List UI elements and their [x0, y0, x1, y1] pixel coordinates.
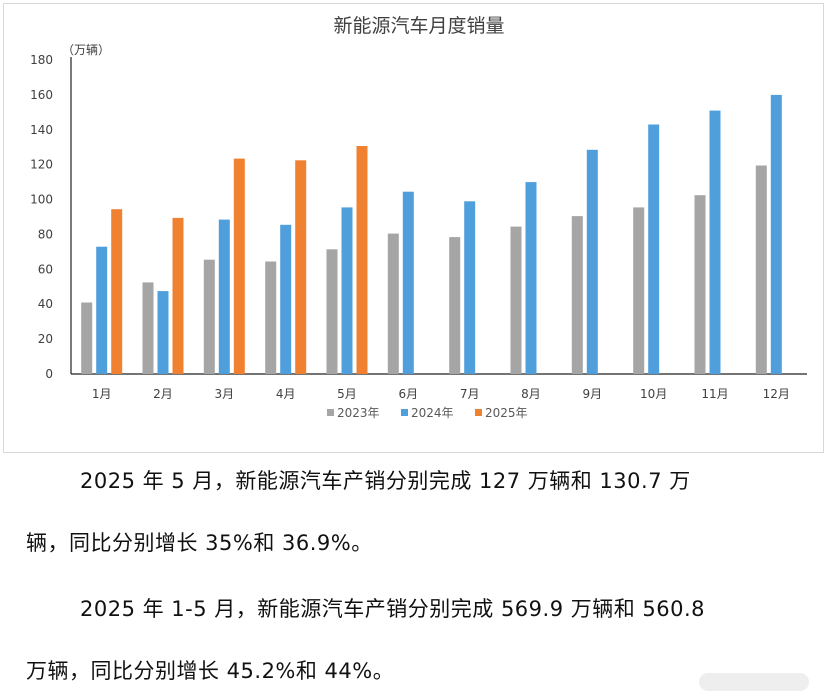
bar-2023年-7月	[449, 237, 461, 374]
paragraph-2-line-1: 2025 年 1-5 月，新能源汽车产销分别完成 569.9 万辆和 560.8	[80, 597, 706, 621]
bar-2025年-2月	[172, 217, 184, 374]
paragraph-1-line-1: 2025 年 5 月，新能源汽车产销分别完成 127 万辆和 130.7 万	[80, 469, 691, 493]
bar-chart: 新能源汽车月度销量 （万辆） 020406080100120140160180 …	[30, 15, 807, 420]
bar-2023年-8月	[510, 226, 522, 374]
bar-2023年-1月	[81, 302, 93, 374]
y-tick-label: 160	[30, 88, 53, 102]
bar-2024年-8月	[525, 182, 537, 374]
legend-label: 2023年	[337, 406, 380, 420]
y-tick-label: 60	[38, 262, 53, 276]
bar-2024年-3月	[218, 219, 230, 374]
bar-2023年-10月	[633, 207, 645, 374]
bar-2024年-4月	[280, 224, 292, 374]
bar-2023年-5月	[326, 249, 338, 374]
bar-2025年-4月	[295, 160, 307, 374]
y-tick-label: 80	[38, 227, 53, 241]
bar-2023年-12月	[755, 165, 767, 374]
bar-2024年-5月	[341, 207, 353, 374]
chart-title: 新能源汽车月度销量	[333, 15, 504, 37]
bar-2024年-9月	[586, 149, 598, 374]
legend-swatch	[401, 409, 408, 416]
x-tick-label: 1月	[92, 387, 112, 401]
bar-2023年-6月	[387, 233, 399, 374]
y-axis-tick-labels: 0 20 40 60 80 100 120 140 160 180	[30, 53, 53, 381]
x-tick-label: 3月	[214, 387, 234, 401]
watermark	[699, 673, 809, 691]
y-tick-label: 40	[38, 297, 53, 311]
bar-2023年-3月	[203, 259, 215, 374]
y-tick-label: 0	[45, 367, 53, 381]
x-tick-label: 2月	[153, 387, 173, 401]
y-tick-label: 100	[30, 193, 53, 207]
chart-frame: 新能源汽车月度销量 （万辆） 0 20 40 60 80 100 120 140 160 180 …	[3, 3, 824, 453]
paragraph-1-line-2: 辆，同比分别增长 35%和 36.9%。	[26, 531, 373, 555]
x-tick-label: 10月	[640, 387, 667, 401]
bar-2025年-3月	[233, 158, 245, 374]
legend-swatch	[327, 409, 334, 416]
bar-2025年-5月	[356, 146, 368, 374]
x-tick-label: 6月	[398, 387, 418, 401]
bar-2024年-1月	[96, 246, 108, 374]
x-tick-label: 5月	[337, 387, 357, 401]
y-tick-label: 20	[38, 332, 53, 346]
y-unit-label: （万辆）	[62, 43, 110, 57]
x-tick-label: 11月	[701, 387, 728, 401]
x-axis-tick-labels: 1月 2月 3月 4月 5月 6月 7月 8月 9月 10月 11月 12月	[92, 387, 790, 401]
bar-2024年-2月	[157, 291, 169, 374]
bar-2024年-7月	[464, 201, 476, 374]
bar-2023年-4月	[265, 261, 277, 374]
x-tick-label: 9月	[582, 387, 602, 401]
bar-2025年-1月	[111, 209, 123, 374]
bar-2024年-11月	[709, 110, 721, 374]
y-tick-label: 180	[30, 53, 53, 67]
bar-2023年-9月	[571, 216, 583, 374]
legend-label: 2024年	[411, 406, 454, 420]
legend-label: 2025年	[485, 406, 528, 420]
legend-swatch	[475, 409, 482, 416]
bar-2023年-11月	[694, 195, 706, 374]
bar-2023年-2月	[142, 282, 154, 374]
bar-2024年-12月	[770, 94, 782, 375]
y-tick-label: 120	[30, 158, 53, 172]
x-tick-label: 7月	[460, 387, 480, 401]
x-tick-label: 12月	[763, 387, 790, 401]
x-tick-label: 4月	[276, 387, 296, 401]
legend: 2023年 2024年 2025年	[327, 406, 528, 420]
bars-group	[81, 94, 782, 375]
y-tick-label: 140	[30, 123, 53, 137]
bar-2024年-10月	[648, 124, 660, 374]
paragraph-2-line-2: 万辆，同比分别增长 45.2%和 44%。	[26, 659, 395, 683]
bar-2024年-6月	[402, 191, 414, 374]
x-tick-label: 8月	[521, 387, 541, 401]
